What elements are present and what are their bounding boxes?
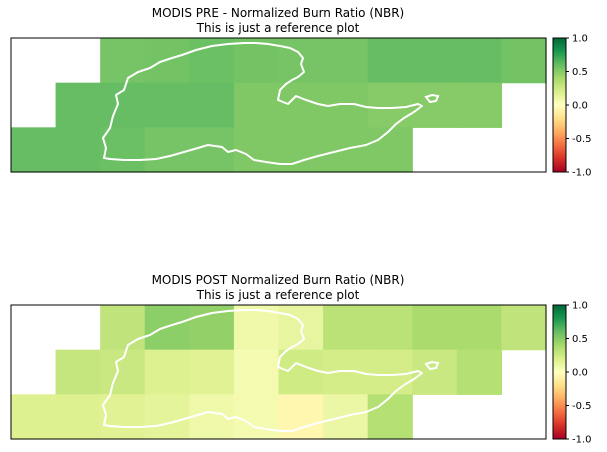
heatmap-cell [144,38,190,84]
heatmap-cell [367,38,413,84]
heatmap-cell [412,38,458,84]
heatmap-cell [278,127,324,173]
heatmap-cell [100,394,146,440]
colorbar-tick-label: 1.0 [572,34,588,45]
colorbar-tick-label: -0.5 [572,401,592,412]
heatmap-cell [55,349,101,395]
heatmap-cell [367,127,413,173]
colorbar-tick-label: 0.0 [572,101,588,112]
colorbar-tick-label: -1.0 [572,168,592,179]
colorbar-tick-label: 0.0 [572,368,588,379]
colorbar: 1.0 0.5 0.0 -0.5 -1.0 [552,301,592,446]
chart-subtitle: This is just a reference plot [196,21,360,35]
heatmap-cell [323,305,369,351]
chart-panel-pre: MODIS PRE - Normalized Burn Ratio (NBR) … [10,6,592,179]
fire-perimeter-islet [424,360,440,371]
heatmap-cell [367,349,413,395]
heatmap-cell [100,38,146,84]
heatmap-cell [11,394,57,440]
heatmap-cell [55,394,101,440]
heatmap-cell [501,305,547,351]
axes-frame [10,304,547,440]
heatmap-cell [278,349,324,395]
heatmap-cell [144,82,190,128]
chart-subtitle: This is just a reference plot [196,288,360,302]
heatmap-cell [233,127,280,173]
fire-perimeter-outline [102,42,423,165]
heatmap-cell [278,394,324,440]
heatmap-cell [323,38,369,84]
heatmap-cell [501,38,547,84]
colorbar-gradient [552,304,567,440]
heatmap-cell [278,82,324,128]
heatmap-cells [11,305,547,440]
heatmap-cell [189,127,235,173]
colorbar-gradient [552,37,567,173]
heatmap-cell [100,82,146,128]
heatmap-cell [189,349,235,395]
colorbar-tick-label: 0.5 [572,334,588,345]
heatmap-cell [456,82,503,128]
heatmap-cell [233,82,280,128]
heatmap-cell [55,127,101,173]
heatmap-cell [144,349,190,395]
heatmap-cell [233,394,280,440]
heatmap-cell [100,349,146,395]
fire-perimeter-outline [102,309,423,432]
heatmap-cell [100,305,146,351]
heatmap-cell [11,127,57,173]
heatmap-cell [144,305,190,351]
heatmap-cell [233,349,280,395]
heatmap-cell [456,38,503,84]
heatmap-cells [11,38,547,173]
heatmap-cell [55,82,101,128]
chart-panel-post: MODIS POST Normalized Burn Ratio (NBR) T… [10,273,592,446]
colorbar-tick-label: 0.5 [572,67,588,78]
heatmap-cell [144,127,190,173]
heatmap-cell [189,394,235,440]
colorbar-tick-label: 1.0 [572,301,588,312]
colorbar: 1.0 0.5 0.0 -0.5 -1.0 [552,34,592,179]
heatmap-cell [456,305,503,351]
fire-perimeter-islet [424,93,440,104]
heatmap-cell [367,394,413,440]
colorbar-tick-label: -0.5 [572,134,592,145]
heatmap-cell [367,82,413,128]
colorbar-ticks: 1.0 0.5 0.0 -0.5 -1.0 [566,301,592,446]
axes-frame [10,37,547,173]
heatmap-cell [412,305,458,351]
heatmap-cell [144,394,190,440]
heatmap-cell [189,82,235,128]
heatmap-cell [367,305,413,351]
chart-title: MODIS POST Normalized Burn Ratio (NBR) [152,273,405,287]
chart-title: MODIS PRE - Normalized Burn Ratio (NBR) [152,6,405,20]
heatmap-cell [100,127,146,173]
colorbar-tick-label: -1.0 [572,435,592,446]
heatmap-cell [456,349,503,395]
colorbar-ticks: 1.0 0.5 0.0 -0.5 -1.0 [566,34,592,179]
